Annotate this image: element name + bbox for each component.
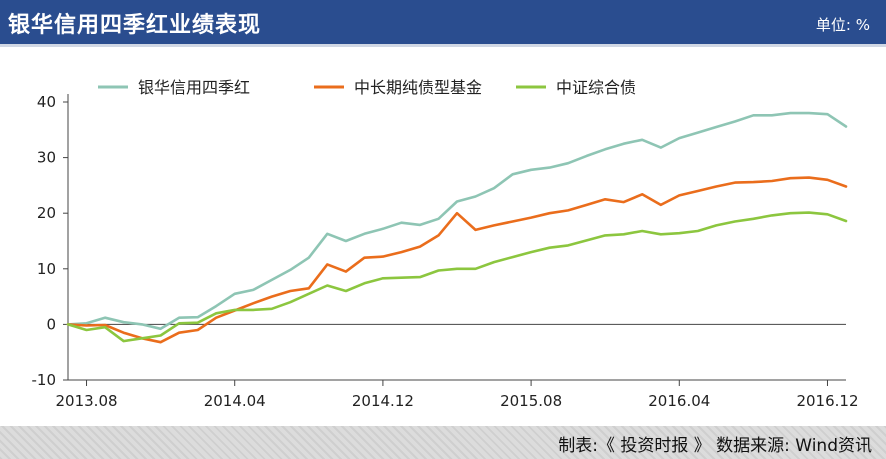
series-line-3 [66,211,848,343]
source-note: 制表:《 投资时报 》 数据来源: Wind资讯 [558,436,872,456]
footer-bar: 制表:《 投资时报 》 数据来源: Wind资讯 [0,426,886,459]
unit-label: 单位: % [815,16,870,34]
x-tick-label: 2014.04 [204,392,266,410]
y-tick-label: 40 [37,93,56,111]
legend-label-2: 中长期纯债型基金 [354,78,482,97]
series-line-1 [66,111,848,331]
y-tick-label: 20 [37,204,56,222]
header-bar: 银华信用四季红业绩表现 单位: % [0,0,886,47]
y-tick-label: 10 [37,260,56,278]
series-line-2 [66,176,848,344]
y-tick-label: -10 [32,371,57,389]
chart-title: 银华信用四季红业绩表现 [8,13,262,38]
y-tick-label: 0 [46,315,56,333]
x-tick-label: 2016.12 [796,392,858,410]
x-tick-label: 2014.12 [352,392,414,410]
line-chart: -10 0 10 20 30 40 2013.08 2014.04 2014.12 2015.08… [32,78,859,410]
x-tick-label: 2013.08 [56,392,118,410]
x-tick-label: 2016.04 [648,392,710,410]
legend-label-1: 银华信用四季红 [138,78,250,97]
x-tick-label: 2015.08 [500,392,562,410]
y-tick-label: 30 [37,149,56,167]
legend-label-3: 中证综合债 [556,78,636,97]
